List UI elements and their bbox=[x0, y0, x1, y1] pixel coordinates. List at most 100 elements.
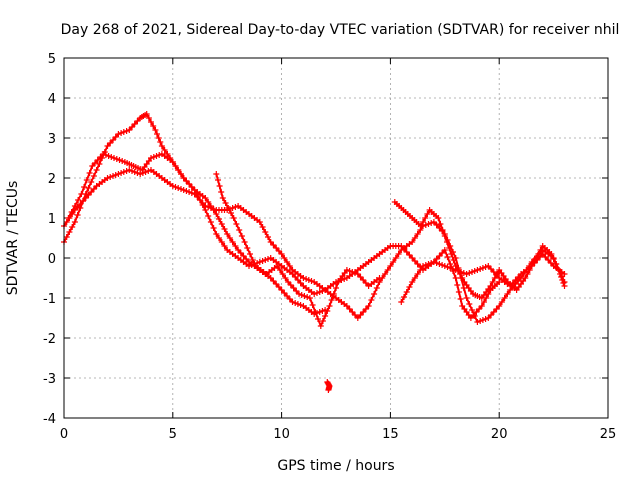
data-point bbox=[161, 147, 168, 153]
data-point bbox=[259, 224, 266, 230]
x-tick-label: 15 bbox=[382, 427, 399, 442]
data-point bbox=[439, 250, 446, 256]
data-point bbox=[66, 229, 73, 235]
data-point bbox=[535, 251, 542, 257]
data-point bbox=[441, 247, 448, 253]
data-point bbox=[382, 271, 388, 277]
data-point bbox=[411, 235, 418, 241]
data-point bbox=[63, 219, 70, 225]
data-point bbox=[275, 284, 282, 290]
data-point bbox=[74, 204, 81, 210]
data-point bbox=[376, 275, 383, 281]
data-point bbox=[504, 291, 511, 297]
data-point bbox=[118, 170, 125, 176]
data-point bbox=[460, 270, 467, 276]
data-point bbox=[145, 168, 152, 174]
data-point bbox=[305, 277, 312, 283]
data-point bbox=[457, 271, 463, 277]
x-tick-label: 0 bbox=[60, 427, 68, 442]
data-point bbox=[330, 291, 337, 297]
data-point bbox=[129, 124, 135, 130]
data-point bbox=[210, 225, 217, 231]
y-tick-label: 2 bbox=[48, 172, 56, 187]
data-point bbox=[107, 174, 114, 180]
y-axis-label: SDTVAR / TECUs bbox=[5, 181, 21, 296]
data-point bbox=[275, 248, 282, 254]
data-point bbox=[183, 178, 190, 184]
data-point bbox=[512, 277, 519, 283]
data-point bbox=[346, 268, 353, 274]
data-point bbox=[444, 239, 450, 245]
data-point bbox=[205, 213, 212, 219]
data-point bbox=[316, 289, 323, 295]
data-point bbox=[392, 255, 399, 261]
data-point bbox=[152, 127, 159, 133]
data-point bbox=[409, 255, 416, 261]
data-point bbox=[362, 280, 369, 286]
data-point bbox=[531, 259, 537, 265]
data-point bbox=[110, 137, 116, 143]
data-point bbox=[145, 115, 152, 121]
data-point bbox=[156, 152, 163, 158]
data-point bbox=[218, 239, 225, 245]
data-point bbox=[112, 134, 119, 140]
data-point bbox=[213, 231, 220, 237]
data-point bbox=[454, 267, 461, 273]
data-point bbox=[292, 300, 299, 306]
data-point bbox=[118, 130, 125, 136]
data-point bbox=[278, 287, 285, 293]
data-point bbox=[463, 271, 470, 277]
data-point bbox=[175, 185, 182, 191]
data-point bbox=[422, 215, 429, 221]
data-point bbox=[293, 288, 300, 294]
data-point bbox=[240, 253, 247, 259]
data-point bbox=[482, 316, 489, 322]
data-point bbox=[186, 181, 193, 187]
data-point bbox=[113, 156, 120, 162]
data-point bbox=[63, 234, 70, 240]
data-point bbox=[428, 260, 435, 266]
data-point bbox=[107, 140, 114, 146]
data-point bbox=[420, 263, 426, 269]
series-track-e bbox=[391, 199, 568, 301]
data-point bbox=[455, 289, 462, 295]
data-point bbox=[273, 245, 280, 251]
data-point bbox=[324, 308, 331, 314]
data-point bbox=[256, 219, 263, 225]
data-point bbox=[368, 297, 375, 303]
data-point bbox=[186, 189, 193, 195]
data-point bbox=[365, 303, 372, 309]
data-point bbox=[494, 271, 500, 277]
data-point bbox=[452, 275, 459, 281]
data-point bbox=[221, 243, 228, 249]
chart-title: Day 268 of 2021, Sidereal Day-to-day VTE… bbox=[61, 22, 620, 38]
data-point bbox=[155, 135, 162, 141]
data-point bbox=[411, 275, 418, 281]
data-point bbox=[244, 245, 251, 251]
data-point bbox=[447, 261, 454, 267]
data-point bbox=[228, 210, 234, 216]
data-point bbox=[548, 251, 555, 257]
data-point bbox=[493, 306, 500, 312]
data-point bbox=[226, 235, 233, 241]
data-point bbox=[457, 296, 464, 302]
y-tick-label: -4 bbox=[43, 412, 56, 427]
data-point bbox=[474, 319, 481, 325]
data-point bbox=[559, 277, 566, 283]
data-point bbox=[233, 221, 240, 227]
data-point bbox=[267, 275, 274, 281]
data-point bbox=[357, 312, 364, 318]
data-point bbox=[197, 197, 203, 203]
data-point bbox=[120, 129, 127, 135]
data-point bbox=[349, 309, 356, 315]
grid-lines bbox=[64, 58, 608, 418]
data-point bbox=[436, 253, 443, 259]
data-point bbox=[297, 302, 304, 308]
data-point bbox=[180, 187, 187, 193]
data-point bbox=[238, 233, 245, 239]
data-point bbox=[414, 261, 421, 267]
data-point bbox=[194, 192, 201, 198]
data-point bbox=[221, 226, 228, 232]
data-point bbox=[294, 277, 301, 283]
data-point bbox=[430, 219, 437, 225]
